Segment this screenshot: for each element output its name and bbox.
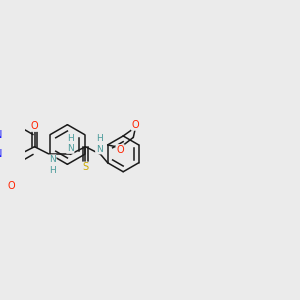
Text: O: O [7,181,15,191]
Text: N: N [0,130,2,140]
Text: O: O [31,121,38,131]
Text: N
H: N H [49,155,56,175]
Text: H
N: H N [67,134,74,153]
Text: O: O [116,145,124,155]
Text: O: O [132,120,140,130]
Text: H
N: H N [96,134,103,154]
Text: S: S [82,162,88,172]
Text: N: N [0,149,2,159]
